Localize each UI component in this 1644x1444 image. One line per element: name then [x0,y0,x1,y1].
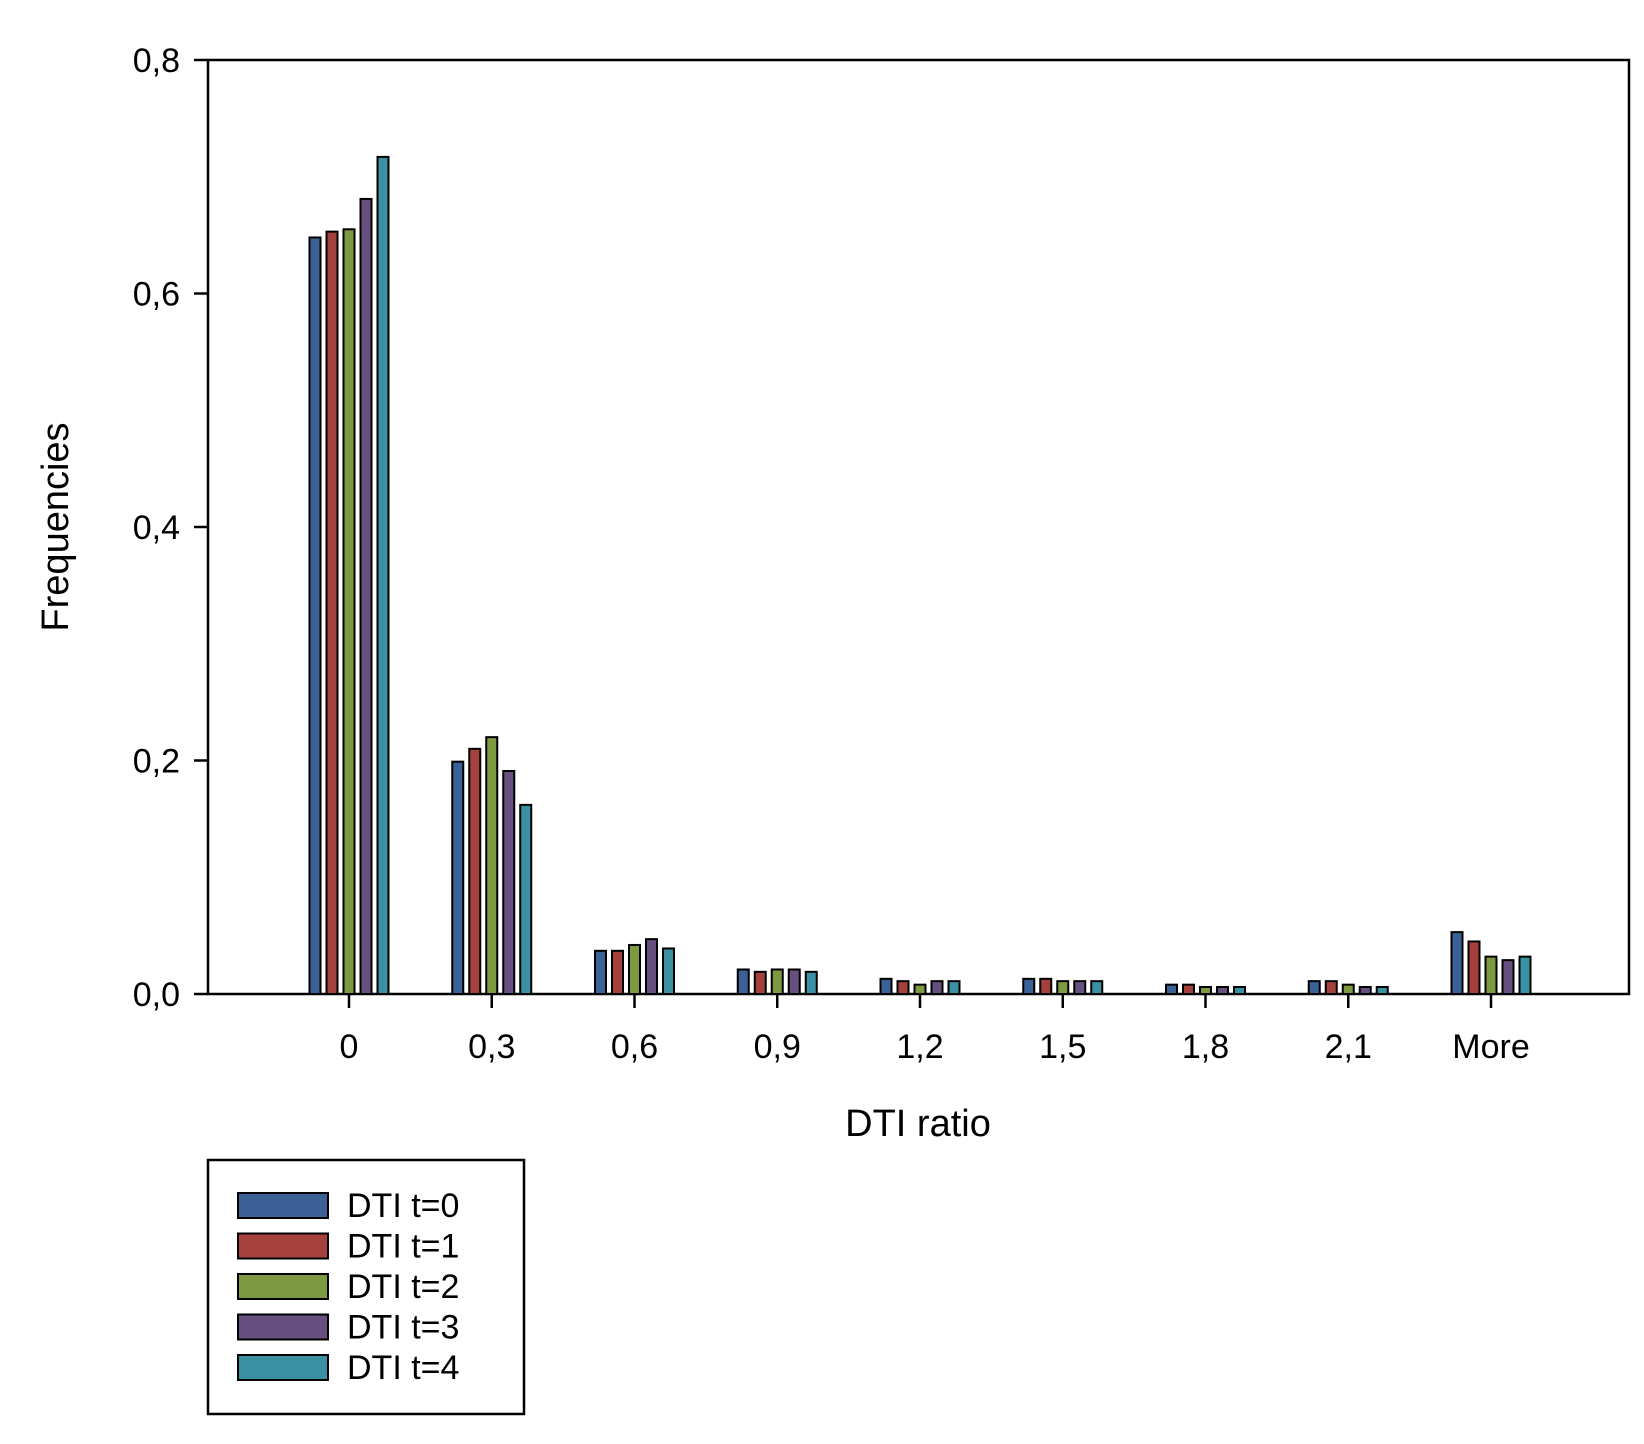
bar-dti-t-2-5 [1056,980,1070,995]
bar-dti-t-0-4 [879,977,893,996]
legend-swatch [237,1273,329,1300]
bar-dti-t-3-1 [502,770,516,995]
y-tick-label: 0,2 [133,743,180,781]
bar-dti-t-0-2 [594,949,607,995]
bar-dti-t-2-6 [1199,985,1212,995]
legend-label: DTI t=2 [347,1268,459,1306]
x-tick-label: 1,5 [1039,1028,1086,1066]
bar-dti-t-1-3 [753,970,767,996]
bar-dti-t-1-1 [468,747,482,996]
y-axis-title: Frequencies [35,422,77,631]
bar-dti-t-1-2 [611,949,624,995]
bar-dti-t-4-6 [1233,985,1246,995]
x-tick-label: 1,2 [896,1028,943,1066]
bar-dti-t-0-5 [1022,977,1036,996]
bar-dti-t-4-3 [804,970,818,996]
bar-dti-t-2-4 [913,983,927,995]
bar-dti-t-2-7 [1341,983,1355,995]
bar-dti-t-3-0 [359,197,373,995]
x-tick-label: More [1452,1028,1529,1066]
legend-label: DTI t=4 [347,1349,459,1387]
plot-frame [206,58,1631,996]
bar-dti-t-3-3 [787,968,801,995]
bar-dti-t-0-0 [308,236,322,995]
bar-dti-t-1-5 [1039,977,1053,996]
y-tick-label: 0,4 [133,509,180,547]
x-tick-label: 2,1 [1325,1028,1372,1066]
bar-dti-t-1-4 [896,980,910,995]
bar-dti-t-0-8 [1450,931,1464,995]
legend-swatch [237,1313,329,1341]
x-tick-label: 0 [340,1028,359,1066]
bar-dti-t-4-4 [947,980,961,995]
bar-dti-t-4-1 [519,803,533,995]
x-axis-title: DTI ratio [845,1103,991,1145]
bar-dti-t-0-6 [1165,983,1178,995]
bar-dti-t-2-0 [342,228,356,996]
legend-label: DTI t=0 [347,1187,459,1225]
bar-dti-t-0-7 [1307,980,1321,995]
bar-dti-t-2-2 [628,943,641,996]
bar-dti-t-3-7 [1358,985,1372,995]
bar-dti-t-4-7 [1375,985,1389,995]
x-tick-label: 1,8 [1182,1028,1229,1066]
bar-dti-t-2-8 [1484,955,1498,996]
x-tick-label: 0,3 [468,1028,515,1066]
legend-label: DTI t=3 [347,1309,459,1347]
bar-dti-t-1-6 [1182,983,1195,995]
bar-dti-t-4-0 [376,155,390,995]
legend-swatch [237,1232,329,1260]
bars [308,155,1532,996]
bar-dti-t-0-1 [451,760,465,995]
legend-swatch [237,1192,329,1219]
x-tick-label: 0,9 [754,1028,801,1066]
bar-dti-t-3-8 [1501,959,1515,996]
y-tick-label: 0,8 [133,42,180,80]
bar-dti-t-0-3 [736,968,750,995]
bar-dti-t-3-2 [645,938,658,996]
bar-dti-t-2-1 [485,736,499,996]
bar-dti-t-3-6 [1216,985,1229,995]
bar-dti-t-1-0 [325,230,339,995]
bar-dti-t-4-5 [1090,980,1104,995]
x-axis: 0 0,3 0,6 0,9 1,2 1,5 1,8 2,1 More [340,994,1530,1066]
legend-swatch [237,1354,329,1381]
bar-dti-t-1-8 [1467,940,1481,996]
bar-dti-t-4-8 [1518,955,1532,996]
bar-dti-t-4-2 [662,947,675,996]
bar-dti-t-1-7 [1324,980,1338,995]
y-tick-label: 0,0 [133,976,180,1014]
bar-dti-t-3-4 [930,980,944,995]
y-tick-label: 0,6 [133,276,180,314]
legend-label: DTI t=1 [347,1228,459,1266]
bar-dti-t-2-3 [770,968,784,995]
x-tick-label: 0,6 [611,1028,658,1066]
bar-dti-t-3-5 [1073,980,1087,995]
y-axis: 0,0 0,2 0,4 0,6 0,8 [133,42,208,1014]
